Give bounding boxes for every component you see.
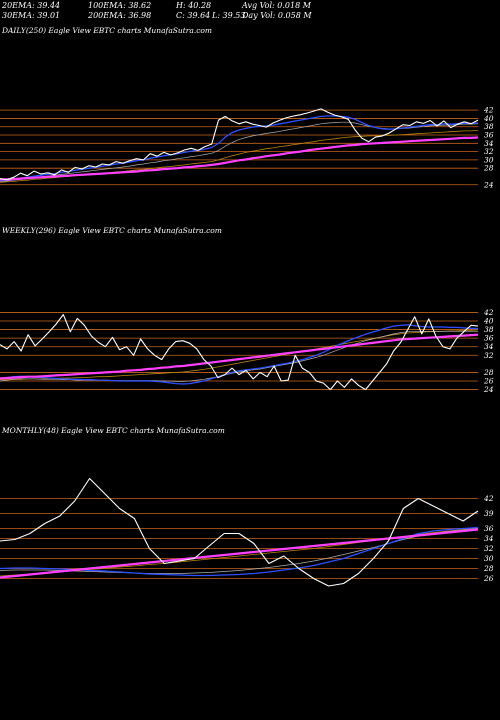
y-tick-label: 38 (484, 122, 494, 131)
daily-chart-title: DAILY(250) Eagle View EBTC charts Munafa… (2, 26, 213, 35)
y-tick-label: 26 (483, 377, 494, 386)
y-tick-label: 34 (484, 139, 494, 148)
y-tick-label: 42 (483, 106, 494, 115)
y-tick-label: 28 (483, 164, 494, 173)
y-tick-label: 28 (483, 368, 494, 377)
y-tick-label: 36 (484, 131, 494, 140)
y-tick-label: 26 (483, 574, 494, 583)
y-tick-label: 24 (483, 180, 494, 189)
y-tick-label: 36 (484, 524, 494, 533)
stat-close: C: 39.64 (176, 11, 211, 20)
monthly-chart-panel: MONTHLY(48) Eagle View EBTC charts Munaf… (0, 426, 500, 596)
y-tick-label: 30 (484, 554, 494, 563)
y-tick-label: 34 (484, 534, 494, 543)
indicator-stats: 20EMA: 39.44 100EMA: 38.62 H: 40.28 Avg … (0, 0, 500, 22)
y-tick-label: 36 (484, 334, 494, 343)
stat-day-vol: Day Vol: 0.058 M (242, 11, 312, 20)
stat-high: H: 40.28 (176, 1, 212, 10)
series-line-ema-200 (0, 136, 479, 181)
y-tick-label: 32 (484, 351, 494, 360)
weekly-chart-panel: WEEKLY(296) Eagle View EBTC charts Munaf… (0, 226, 500, 398)
y-tick-label: 32 (484, 544, 494, 553)
weekly-chart-title: WEEKLY(296) Eagle View EBTC charts Munaf… (2, 226, 222, 235)
series-line-ema-100 (0, 329, 479, 381)
stat-ema20: 20EMA: 39.44 (2, 1, 61, 10)
series-line-ema-30 (0, 528, 479, 574)
y-tick-label: 39 (484, 509, 494, 518)
series-line-ema-30 (0, 330, 478, 382)
y-tick-label: 42 (483, 494, 494, 503)
series-line-ema-200 (0, 333, 479, 380)
y-tick-label: 40 (483, 317, 494, 326)
series-line-price (0, 477, 479, 587)
y-tick-label: 32 (484, 147, 494, 156)
daily-chart-panel: DAILY(250) Eagle View EBTC charts Munafa… (0, 26, 500, 196)
stat-low: L: 39.53 (212, 11, 246, 20)
y-tick-label: 30 (484, 155, 494, 164)
series-line-ema-blue (0, 115, 479, 182)
series-line-price (0, 314, 479, 391)
y-tick-label: 24 (483, 385, 494, 394)
stat-ema200: 200EMA: 36.98 (88, 11, 152, 20)
series-line-ema-blue (0, 324, 479, 385)
y-tick-label: 34 (484, 342, 494, 351)
series-line-price (0, 108, 479, 181)
series-line-ema-200 (0, 528, 479, 579)
stat-ema30: 30EMA: 39.01 (2, 11, 61, 20)
stat-ema100: 100EMA: 38.62 (88, 1, 152, 10)
y-tick-label: 42 (483, 308, 494, 317)
y-tick-label: 28 (483, 564, 494, 573)
y-tick-label: 40 (483, 114, 494, 123)
y-tick-label: 38 (484, 325, 494, 334)
monthly-chart-title: MONTHLY(48) Eagle View EBTC charts Munaf… (2, 426, 225, 435)
stat-avg-vol: Avg Vol: 0.018 M (242, 1, 311, 10)
